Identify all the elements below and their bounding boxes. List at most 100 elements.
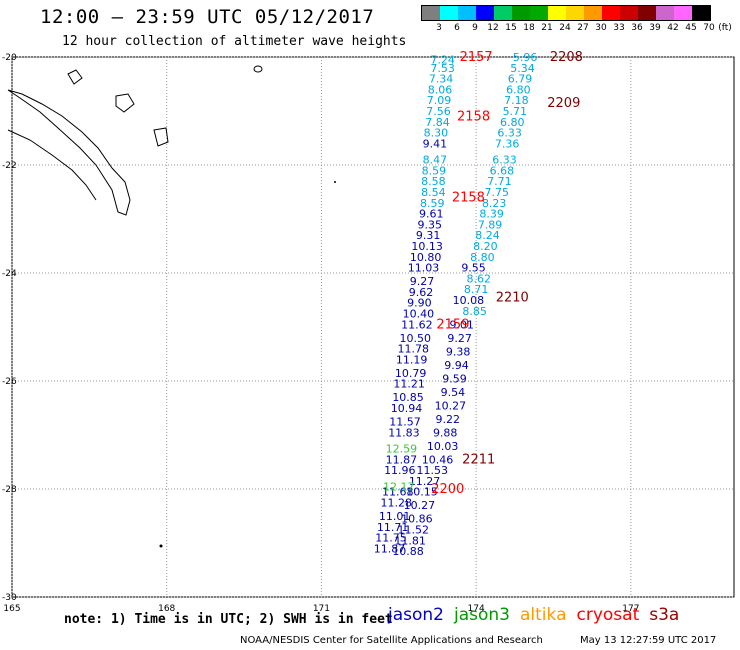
reef-dot (334, 181, 336, 183)
scale-label: 9 (472, 23, 478, 33)
wave-height-value: 8.54 (421, 186, 446, 199)
wave-height-value: 10.80 (410, 251, 442, 264)
scale-label: 24 (559, 23, 571, 33)
color-scale-legend: 3 6 9 12 15 18 21 24 27 30 33 36 39 42 45 70 (ft) (421, 5, 732, 35)
wave-height-value: 9.61 (419, 208, 444, 221)
scale-swatch (530, 6, 548, 20)
scale-swatch (692, 6, 710, 20)
satellite-legend-item: altika (520, 605, 567, 625)
wave-height-value: 9.27 (447, 332, 472, 345)
scale-swatch (422, 6, 440, 20)
wave-height-value: 5.96 (513, 51, 538, 64)
wave-height-value: 6.79 (508, 73, 533, 86)
scale-label: 15 (505, 23, 517, 33)
scale-label: 33 (613, 23, 625, 33)
scale-label: 6 (454, 23, 460, 33)
wave-height-value: 9.41 (423, 137, 448, 150)
scale-swatch (440, 6, 458, 20)
wave-height-value: 8.85 (462, 305, 487, 318)
wave-height-value: 7.84 (425, 116, 450, 129)
page-title: 12:00 – 23:59 UTC 05/12/2017 (40, 6, 375, 28)
wave-height-value: 11.52 (397, 524, 429, 537)
wave-height-value: 11.83 (388, 426, 420, 439)
lon-tick-label: 171 (313, 604, 330, 614)
wave-height-value: 11.19 (396, 353, 428, 366)
satellite-legend: jason2 jason3 altika cryosat s3a (388, 605, 689, 625)
lat-tick-label: -28 (2, 485, 17, 495)
wave-height-value: 11.71 (377, 521, 409, 534)
coastline (7, 129, 97, 201)
lon-tick-label: 174 (468, 604, 485, 614)
scale-swatch (638, 6, 656, 20)
scale-label: 36 (631, 23, 643, 33)
wave-height-value: 7.53 (430, 62, 455, 75)
pass-time-label: 2159 (436, 317, 469, 332)
wave-height-value: 9.90 (407, 297, 432, 310)
scale-swatch (566, 6, 584, 20)
wave-height-value: 10.40 (403, 308, 435, 321)
wave-height-value: 9.94 (444, 359, 469, 372)
wave-height-value: 9.27 (410, 275, 435, 288)
wave-height-value: 8.47 (423, 154, 448, 167)
wave-height-value: 6.68 (490, 164, 515, 177)
wave-height-value: 11.81 (394, 534, 426, 547)
wave-height-value: 11.53 (417, 464, 449, 477)
wave-height-value: 7.24 (430, 54, 455, 67)
pass-time-label: 2158 (452, 190, 485, 205)
wave-height-value: 10.46 (422, 453, 454, 466)
satellite-legend-item: s3a (649, 605, 680, 625)
color-scale-labels: 3 6 9 12 15 18 21 24 27 30 33 36 39 42 45 70 (ft) (421, 21, 732, 35)
wave-height-value: 12.59 (386, 443, 418, 456)
footnote: note: 1) Time is in UTC; 2) SWH is in fe… (64, 612, 393, 627)
wave-height-value: 9.55 (461, 262, 486, 275)
wave-height-value: 11.75 (375, 532, 407, 545)
wave-height-value: 9.54 (441, 386, 466, 399)
wave-height-value: 11.78 (397, 343, 429, 356)
scale-swatch (584, 6, 602, 20)
scale-swatch (656, 6, 674, 20)
island-outline (67, 69, 83, 85)
wave-height-value: 7.09 (427, 94, 452, 107)
wave-height-value: 7.56 (426, 105, 451, 118)
wave-height-value: 7.34 (429, 73, 454, 86)
pass-time-label: 2200 (431, 482, 464, 497)
wave-height-value: 8.30 (424, 127, 449, 140)
wave-height-value: 10.15 (406, 486, 438, 499)
wave-height-value: 9.62 (409, 286, 434, 299)
wave-height-value: 9.31 (416, 229, 441, 242)
page-subtitle: 12 hour collection of altimeter wave hei… (62, 34, 407, 49)
wave-height-value: 11.87 (386, 453, 418, 466)
lon-tick-label: 177 (622, 604, 639, 614)
lat-tick-label: -20 (2, 53, 17, 63)
wave-height-value: 9.01 (449, 318, 474, 331)
wave-height-value: 8.20 (473, 240, 498, 253)
wave-height-value: 11.28 (380, 497, 412, 510)
wave-height-value: 8.62 (466, 272, 491, 285)
wave-height-value: 6.80 (500, 116, 525, 129)
wave-height-value: 10.79 (395, 367, 427, 380)
wave-height-value: 10.08 (453, 294, 485, 307)
island-outline (153, 127, 169, 147)
wave-height-value: 11.03 (408, 262, 440, 275)
wave-height-value: 5.34 (510, 62, 535, 75)
wave-height-value: 10.13 (411, 240, 443, 253)
lon-tick-label: 168 (158, 604, 175, 614)
wave-height-value: 8.71 (464, 283, 489, 296)
wave-height-value: 7.75 (485, 186, 510, 199)
lat-tick-label: -26 (2, 377, 17, 387)
wave-height-value: 8.59 (420, 197, 445, 210)
wave-height-value: 12.17 (383, 480, 415, 493)
wave-height-value: 10.94 (391, 402, 423, 415)
wave-height-value: 10.27 (404, 499, 436, 512)
wave-height-value: 10.50 (400, 332, 432, 345)
pass-time-label: 2157 (460, 50, 493, 65)
scale-label: 30 (595, 23, 607, 33)
wave-height-value: 9.38 (446, 345, 471, 358)
wave-height-value: 5.71 (503, 105, 528, 118)
scale-swatch (494, 6, 512, 20)
scale-swatch (620, 6, 638, 20)
wave-height-value: 10.86 (401, 513, 433, 526)
reef-dot (159, 544, 163, 548)
credit-line: NOAA/NESDIS Center for Satellite Applica… (240, 635, 543, 646)
wave-height-value: 9.59 (442, 372, 467, 385)
